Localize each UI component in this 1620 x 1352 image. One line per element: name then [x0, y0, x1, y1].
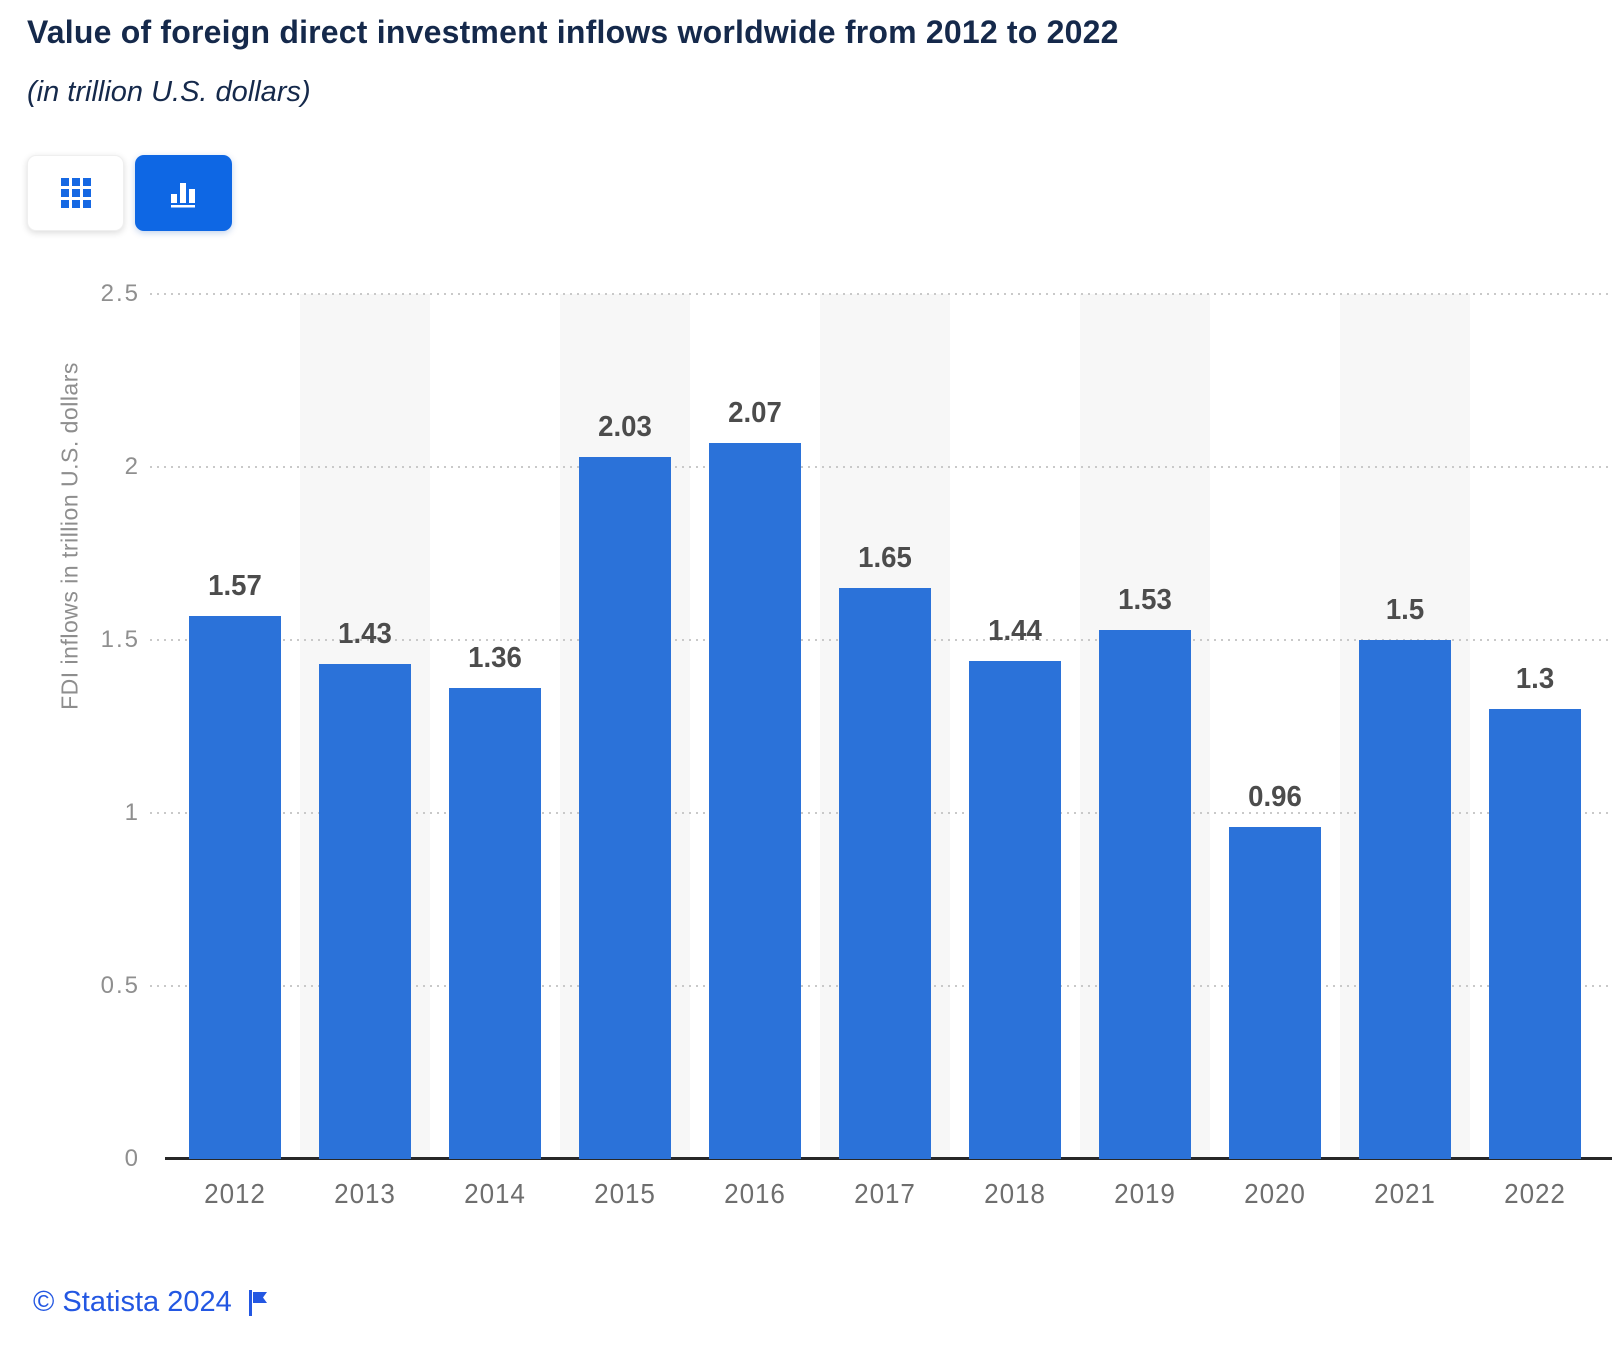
- bar-value-label-2018: 1.44: [988, 615, 1042, 647]
- statista-copyright-link[interactable]: © Statista 2024: [33, 1286, 232, 1318]
- fdi-bar-chart: FDI inflows in trillion U.S. dollars 0 0.…: [0, 280, 1620, 1234]
- table-view-button[interactable]: [27, 155, 124, 231]
- bar-2015[interactable]: [579, 457, 671, 1159]
- page-subtitle: (in trillion U.S. dollars): [27, 76, 311, 108]
- bar-2020[interactable]: [1229, 827, 1321, 1159]
- bar-2022[interactable]: [1489, 709, 1581, 1159]
- bar-value-label-2019: 1.53: [1118, 584, 1172, 616]
- bar-2018[interactable]: [969, 661, 1061, 1159]
- bar-value-label-2022: 1.3: [1515, 663, 1555, 695]
- x-axis-label-2017: 2017: [854, 1178, 916, 1209]
- x-axis-label-2015: 2015: [594, 1178, 656, 1209]
- grid-icon: [60, 178, 91, 208]
- x-axis-label-2019: 2019: [1114, 1178, 1176, 1209]
- flag-icon[interactable]: [246, 1288, 270, 1318]
- bar-value-label-2014: 1.36: [468, 642, 522, 674]
- y-axis-tick-label-0.5: 0.5: [100, 972, 140, 999]
- gridline-2: [150, 466, 1612, 468]
- x-axis-label-2022: 2022: [1504, 1178, 1566, 1209]
- x-axis-label-2020: 2020: [1244, 1178, 1306, 1209]
- view-toggle-toolbar: [27, 155, 232, 231]
- bar-value-label-2012: 1.57: [208, 570, 262, 602]
- bar-2014[interactable]: [449, 688, 541, 1159]
- bar-value-label-2016: 2.07: [728, 397, 782, 429]
- bar-2013[interactable]: [319, 664, 411, 1159]
- bar-value-label-2013: 1.43: [338, 618, 392, 650]
- y-axis-tick-label-2: 2: [124, 453, 140, 480]
- y-axis-tick-label-0: 0: [124, 1145, 140, 1172]
- bar-value-label-2015: 2.03: [598, 411, 652, 443]
- bar-2016[interactable]: [709, 443, 801, 1159]
- y-axis-tick-label-1.5: 1.5: [100, 626, 140, 653]
- gridline-2.5: [150, 293, 1612, 295]
- x-axis-label-2013: 2013: [334, 1178, 396, 1209]
- chart-view-button[interactable]: [135, 155, 232, 231]
- bar-2021[interactable]: [1359, 640, 1451, 1159]
- bar-value-label-2020: 0.96: [1248, 781, 1302, 813]
- x-axis-label-2016: 2016: [724, 1178, 786, 1209]
- x-axis-label-2014: 2014: [464, 1178, 526, 1209]
- bar-2012[interactable]: [189, 616, 281, 1159]
- bar-value-label-2017: 1.65: [858, 542, 912, 574]
- y-axis-tick-label-2.5: 2.5: [100, 280, 140, 307]
- bar-chart-icon: [170, 183, 195, 208]
- footer: © Statista 2024: [33, 1286, 270, 1319]
- x-axis-label-2012: 2012: [204, 1178, 266, 1209]
- page-title: Value of foreign direct investment inflo…: [27, 14, 1119, 50]
- bar-2017[interactable]: [839, 588, 931, 1159]
- bar-2019[interactable]: [1099, 630, 1191, 1159]
- x-axis-label-2018: 2018: [984, 1178, 1046, 1209]
- y-axis-title: FDI inflows in trillion U.S. dollars: [56, 362, 83, 710]
- y-axis-tick-label-1: 1: [124, 799, 140, 826]
- bar-value-label-2021: 1.5: [1385, 594, 1425, 626]
- x-axis-label-2021: 2021: [1374, 1178, 1436, 1209]
